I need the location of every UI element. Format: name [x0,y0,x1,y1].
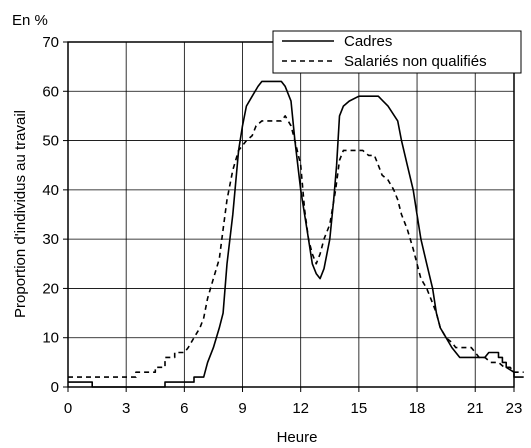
series-line-salaries-non-qualifies [68,115,524,378]
x-tick-label: 12 [292,400,309,417]
legend-label-cadres: Cadres [344,33,392,50]
x-tick-label: 18 [409,400,426,417]
legend-label-salaries: Salariés non qualifiés [344,53,487,70]
x-tick-label: 23 [506,400,523,417]
y-tick-label: 10 [42,330,59,347]
unit-label: En % [12,12,48,29]
y-tick-label: 30 [42,231,59,248]
x-tick-label: 0 [64,400,72,417]
gridlines [67,41,515,388]
x-tick-label: 6 [180,400,188,417]
y-tick-label: 20 [42,280,59,297]
series-lines [68,80,524,388]
series-line-cadres [68,80,524,388]
legend-box [272,30,522,74]
y-tick-label: 60 [42,83,59,100]
y-tick-label: 70 [42,34,59,51]
y-axis-title: Proportion d'individus au travail [12,110,29,318]
x-tick-label: 9 [238,400,246,417]
y-tick-label: 50 [42,133,59,150]
y-tick-label: 40 [42,182,59,199]
plot-frame [67,41,515,388]
x-axis-title: Heure [277,429,318,446]
legend: Cadres Salariés non qualifiés [272,30,522,74]
tick-labels: 0 10 20 30 40 50 60 70 0 3 6 9 12 15 18 21 23 [42,34,522,417]
x-tick-label: 15 [351,400,368,417]
x-tick-label: 3 [122,400,130,417]
y-tick-label: 0 [51,379,59,396]
x-tick-label: 21 [467,400,484,417]
